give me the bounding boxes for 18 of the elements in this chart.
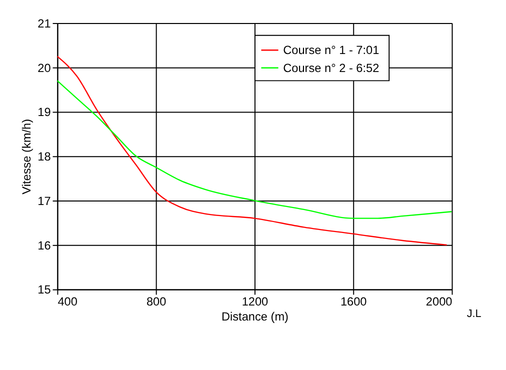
legend-label: Course n° 2 - 6:52 [283, 60, 380, 75]
x-axis-title: Distance (m) [221, 309, 289, 324]
y-tick-label: 16 [38, 238, 52, 252]
x-tick-label: 800 [146, 294, 167, 309]
y-tick-label: 19 [38, 105, 52, 120]
x-tick-label: 2000 [426, 294, 453, 309]
x-tick-label: 1600 [340, 294, 368, 309]
x-tick-label: 400 [58, 294, 78, 309]
text: J.L [466, 308, 482, 320]
y-tick-label: 17 [38, 194, 51, 208]
legend-label: Course n° 1 - 7:01 [283, 43, 380, 58]
y-axis-title: Vitesse (km/h) [20, 118, 34, 194]
y-tick-label: 21 [38, 16, 51, 30]
x-tick-label: 1200 [242, 294, 269, 309]
line-series [57, 56, 448, 246]
y-tick-label: 15 [38, 282, 52, 297]
y-tick-label: 20 [38, 60, 52, 75]
y-tick-label: 18 [38, 150, 52, 164]
